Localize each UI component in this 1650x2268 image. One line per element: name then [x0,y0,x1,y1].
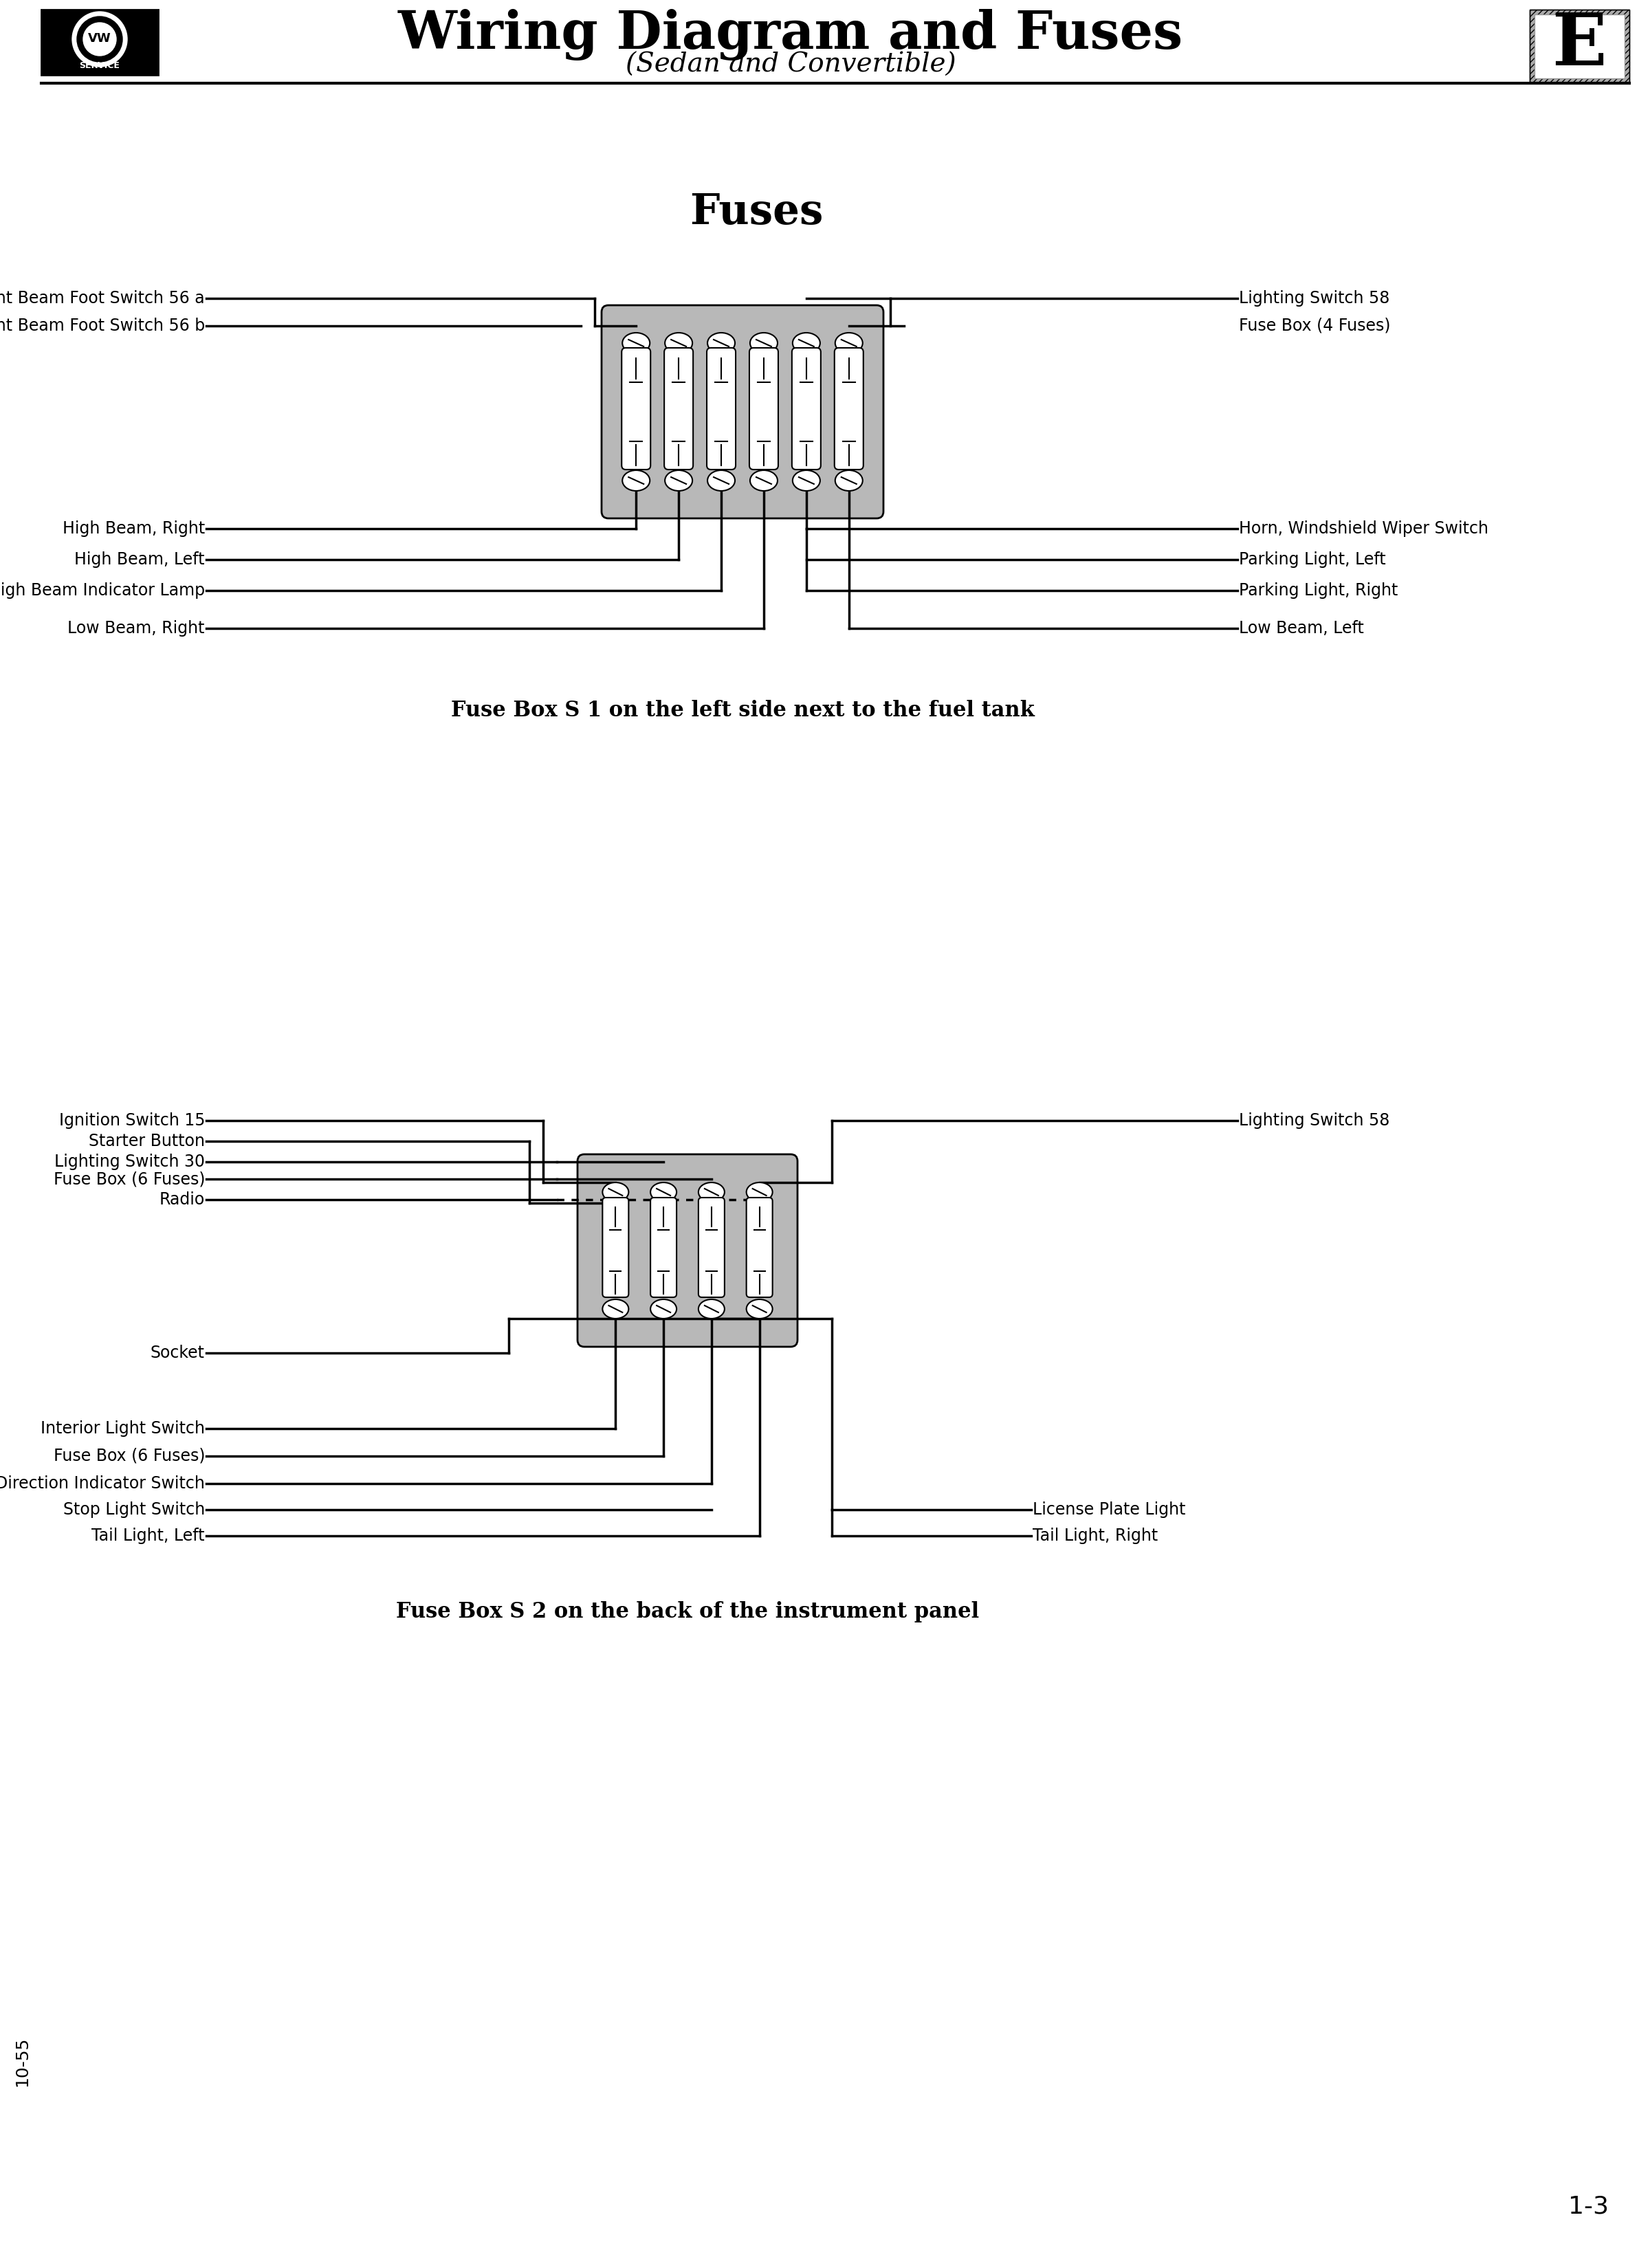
Text: High Beam, Left: High Beam, Left [74,551,205,567]
FancyBboxPatch shape [602,306,883,519]
Text: Low Beam, Left: Low Beam, Left [1239,619,1365,637]
Ellipse shape [602,1182,629,1202]
FancyBboxPatch shape [650,1198,676,1297]
FancyBboxPatch shape [706,347,736,469]
Text: Radio: Radio [160,1191,205,1209]
Text: Fuse Box S 2 on the back of the instrument panel: Fuse Box S 2 on the back of the instrume… [396,1601,978,1622]
Ellipse shape [746,1300,772,1318]
Text: Headlight Beam Foot Switch 56 a: Headlight Beam Foot Switch 56 a [0,290,205,306]
FancyBboxPatch shape [602,1198,629,1297]
Bar [1530,9,1630,84]
Text: Headlight Beam Foot Switch 56 b: Headlight Beam Foot Switch 56 b [0,318,205,333]
Text: Socket: Socket [150,1345,205,1361]
Text: Horn, Windshield Wiper Switch: Horn, Windshield Wiper Switch [1239,519,1488,538]
Text: Stop Light Switch: Stop Light Switch [63,1501,205,1517]
Text: Fuse Box (6 Fuses): Fuse Box (6 Fuses) [53,1447,205,1465]
Bar [1534,14,1625,79]
Ellipse shape [751,469,777,490]
Ellipse shape [792,469,820,490]
Text: Tail Light, Right: Tail Light, Right [1033,1529,1158,1545]
Text: Low Beam, Right: Low Beam, Right [68,619,205,637]
Ellipse shape [751,333,777,354]
Text: E: E [1553,11,1607,79]
Text: Fuse Box S 1 on the left side next to the fuel tank: Fuse Box S 1 on the left side next to th… [450,701,1035,721]
Text: Parking Light, Left: Parking Light, Left [1239,551,1386,567]
Text: Tail Light, Left: Tail Light, Left [92,1529,205,1545]
Text: Starter Button: Starter Button [89,1134,205,1150]
Text: VW: VW [87,32,111,45]
Text: (Sedan and Convertible): (Sedan and Convertible) [625,52,955,77]
FancyBboxPatch shape [792,347,820,469]
Ellipse shape [602,1300,629,1318]
Text: Fuse Box (4 Fuses): Fuse Box (4 Fuses) [1239,318,1391,333]
Text: Fuses: Fuses [690,193,823,234]
Text: Lighting Switch 58: Lighting Switch 58 [1239,1111,1389,1129]
Text: Direction Indicator Switch: Direction Indicator Switch [0,1476,205,1492]
Ellipse shape [835,469,863,490]
Ellipse shape [792,333,820,354]
Text: Ignition Switch 15: Ignition Switch 15 [59,1111,205,1129]
Text: SERVICE: SERVICE [79,61,120,70]
Circle shape [73,11,127,66]
Text: License Plate Light: License Plate Light [1033,1501,1186,1517]
FancyBboxPatch shape [698,1198,724,1297]
Text: Fuse Box (6 Fuses): Fuse Box (6 Fuses) [53,1170,205,1186]
FancyBboxPatch shape [578,1154,797,1347]
Ellipse shape [835,333,863,354]
FancyBboxPatch shape [749,347,779,469]
Ellipse shape [665,469,693,490]
Text: Interior Light Switch: Interior Light Switch [41,1420,205,1438]
Text: High Beam Indicator Lamp: High Beam Indicator Lamp [0,583,205,599]
FancyBboxPatch shape [622,347,650,469]
Ellipse shape [708,469,734,490]
Ellipse shape [698,1182,724,1202]
Circle shape [78,16,122,61]
Ellipse shape [622,333,650,354]
Ellipse shape [650,1182,676,1202]
Ellipse shape [650,1300,676,1318]
Text: 1-3: 1-3 [1568,2195,1609,2218]
FancyBboxPatch shape [746,1198,772,1297]
Ellipse shape [708,333,734,354]
FancyBboxPatch shape [835,347,863,469]
Text: 10-55: 10-55 [13,2037,30,2087]
Ellipse shape [665,333,693,354]
Circle shape [82,23,116,57]
Text: Parking Light, Right: Parking Light, Right [1239,583,1398,599]
Ellipse shape [746,1182,772,1202]
Text: Lighting Switch 30: Lighting Switch 30 [54,1154,205,1170]
Bar [41,9,158,75]
Ellipse shape [698,1300,724,1318]
Text: Wiring Diagram and Fuses: Wiring Diagram and Fuses [398,9,1183,61]
Bar [1530,9,1630,84]
Text: Lighting Switch 58: Lighting Switch 58 [1239,290,1389,306]
Text: High Beam, Right: High Beam, Right [63,519,205,538]
FancyBboxPatch shape [665,347,693,469]
Ellipse shape [622,469,650,490]
